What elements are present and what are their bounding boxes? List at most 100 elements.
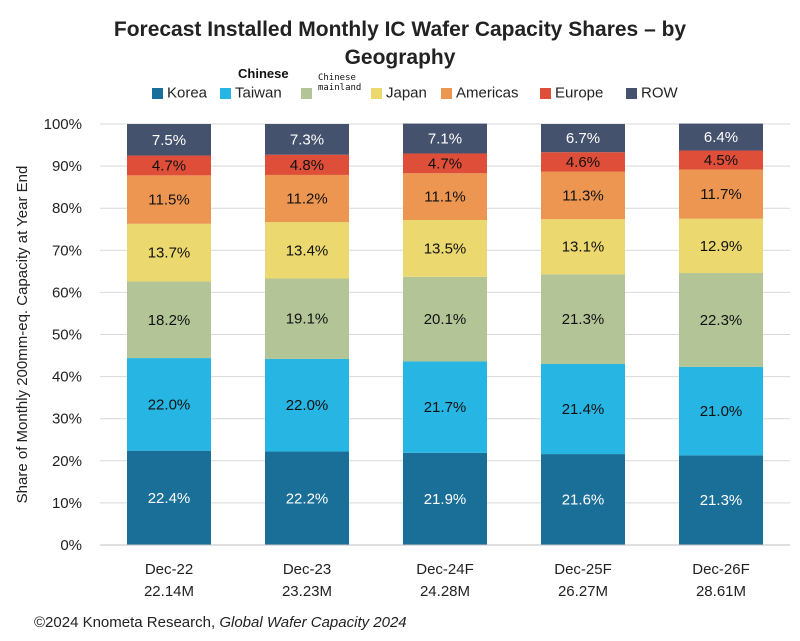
data-label-europe: 4.7%: [152, 157, 186, 174]
legend-swatch-europe: [540, 87, 551, 99]
x-tick-label: Dec-22: [145, 561, 193, 578]
bar-segment-series-2: [127, 281, 211, 359]
bar-segment-japan: [403, 219, 487, 277]
bar-segment-korea: [127, 450, 211, 545]
bar-segment-taiwan: [403, 361, 487, 453]
legend-label-korea: Korea: [167, 84, 208, 102]
legend-swatch-korea: [152, 87, 163, 99]
bar-segment-korea: [403, 452, 487, 545]
data-label-japan: 13.7%: [148, 245, 191, 262]
x-tick-sublabel: 23.23M: [282, 583, 332, 600]
chart-title-line1: Forecast Installed Monthly IC Wafer Capa…: [113, 18, 687, 41]
x-axis-ticks: Dec-22 22.14M Dec-23 23.23M Dec-24F 24.28M Dec…: [144, 561, 750, 600]
bar-stack-dec-25f: 21.6% 21.4% 21.3% 13.1% 11.3% 4.6% 6.7%: [541, 124, 625, 545]
data-label-row: 7.5%: [152, 132, 186, 149]
bar-segment-series-2: [265, 278, 349, 359]
bar-segment-europe: [679, 150, 763, 170]
chart-title-line2: Geography: [344, 46, 456, 69]
data-label-americas: 11.2%: [286, 191, 327, 208]
bar-segment-row: [127, 124, 211, 156]
legend-label-europe: Europe: [555, 84, 604, 102]
data-label-taiwan: 22.0%: [148, 396, 191, 413]
data-label-taiwan: 21.0%: [700, 403, 743, 420]
bar-segment-row: [403, 123, 487, 154]
legend-swatch-taiwan: [220, 87, 231, 99]
bar-stack-dec-26f: 21.3% 21.0% 22.3% 12.9% 11.7% 4.5% 6.4%: [679, 123, 763, 545]
bar-segment-europe: [127, 155, 211, 176]
x-tick-label: Dec-26F: [692, 561, 750, 578]
data-label-americas: 11.5%: [148, 192, 189, 209]
data-label-series-2: 20.1%: [424, 311, 467, 328]
data-label-series-2: 18.2%: [148, 312, 191, 329]
bar-segment-series-2: [679, 273, 763, 367]
bar-segment-taiwan: [127, 358, 211, 451]
data-label-europe: 4.6%: [566, 154, 600, 171]
data-label-americas: 11.7%: [700, 186, 741, 203]
bar-segment-europe: [265, 154, 349, 175]
bar-segment-korea: [541, 454, 625, 545]
legend-swatch-mainland: [301, 87, 312, 99]
legend-label-row: ROW: [641, 84, 678, 102]
data-label-series-2: 22.3%: [700, 312, 743, 329]
bar-segment-korea: [679, 455, 763, 545]
legend-label-japan: Japan: [386, 84, 427, 102]
data-label-americas: 11.1%: [424, 189, 465, 206]
source-title: Global Wafer Capacity 2024: [219, 614, 407, 631]
legend-item-korea: Korea: [152, 84, 207, 104]
chart-legend: Korea Taiwan Japan Americas Europe ROW: [0, 84, 800, 104]
data-label-korea: 22.4%: [148, 490, 191, 507]
data-label-americas: 11.3%: [562, 187, 603, 204]
data-label-japan: 13.1%: [562, 239, 605, 256]
source-note: ©2024 Knometa Research, Global Wafer Cap…: [34, 614, 407, 631]
legend-item-taiwan: Taiwan: [220, 84, 282, 104]
bar-segment-taiwan: [265, 358, 349, 452]
data-label-row: 6.7%: [566, 130, 600, 147]
bar-segment-japan: [679, 218, 763, 274]
data-label-row: 6.4%: [704, 129, 738, 146]
x-tick-sublabel: 26.27M: [558, 583, 608, 600]
bar-segment-americas: [265, 174, 349, 223]
legend-item-mainland: [301, 84, 316, 104]
data-label-europe: 4.7%: [428, 155, 462, 172]
data-label-taiwan: 22.0%: [286, 397, 329, 414]
bar-segment-americas: [403, 173, 487, 220]
data-label-japan: 13.5%: [424, 240, 467, 257]
y-tick-label: 10%: [52, 495, 82, 512]
data-label-korea: 21.3%: [700, 492, 743, 509]
bar-segment-taiwan: [541, 363, 625, 455]
bars: 22.4%22.0%18.2%13.7%11.5%4.7%7.5%22.2%22…: [127, 123, 763, 545]
bar-stack-dec-22: 22.4% 22.0% 18.2% 13.7% 11.5% 4.7% 7.5%: [127, 124, 211, 545]
legend-swatch-row: [626, 87, 637, 99]
bar-segment-series-2: [541, 274, 625, 364]
source-prefix: ©2024 Knometa Research,: [34, 614, 220, 631]
y-tick-label: 80%: [52, 200, 82, 217]
y-axis-ticks: 0% 10% 20% 30% 40% 50% 60% 70% 80% 90% 100%: [44, 116, 82, 554]
bar-segment-americas: [679, 169, 763, 219]
y-tick-label: 40%: [52, 369, 82, 386]
legend-item-row: ROW: [626, 84, 678, 104]
y-tick-label: 100%: [44, 116, 82, 133]
data-label-korea: 21.9%: [424, 491, 467, 508]
bar-segment-japan: [127, 223, 211, 282]
y-tick-label: 20%: [52, 453, 82, 470]
legend-overlay-chinese-mainland: Chinese mainland: [318, 73, 362, 93]
bar-segment-americas: [127, 175, 211, 224]
legend-swatch-americas: [441, 87, 452, 99]
bar-segment-europe: [403, 153, 487, 174]
legend-item-europe: Europe: [540, 84, 603, 104]
bar-segment-row: [265, 124, 349, 155]
x-tick-sublabel: 24.28M: [420, 583, 470, 600]
y-tick-label: 30%: [52, 411, 82, 428]
data-label-series-2: 21.3%: [562, 311, 605, 328]
data-label-row: 7.3%: [290, 131, 324, 148]
y-tick-label: 60%: [52, 284, 82, 301]
y-tick-label: 90%: [52, 158, 82, 175]
data-label-europe: 4.8%: [290, 157, 324, 174]
bar-segment-korea: [265, 451, 349, 545]
bar-segment-japan: [265, 222, 349, 279]
y-tick-label: 0%: [60, 537, 82, 554]
data-label-japan: 13.4%: [286, 242, 329, 259]
y-axis-label: Share of Monthly 200mm-eq. Capacity at Y…: [14, 166, 31, 504]
bar-segment-europe: [541, 152, 625, 172]
